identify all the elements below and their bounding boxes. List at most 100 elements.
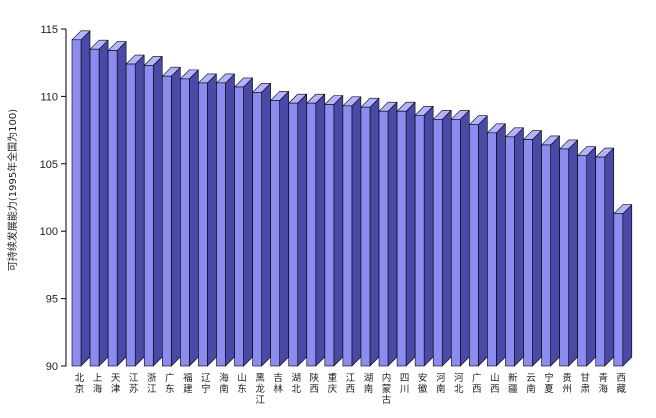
x-tick-label: 安徽 (418, 372, 428, 395)
bar-front (396, 110, 407, 367)
bar (342, 96, 362, 367)
x-axis-labels: 北京上海天津江苏浙江广东福建辽宁海南山东黑龙江吉林湖北陕西重庆江西湖南内蒙古四川… (75, 372, 627, 406)
bar-front (469, 124, 479, 367)
x-tick-label: 西藏 (617, 373, 627, 395)
x-tick-label: 内蒙古 (382, 372, 392, 406)
bar (469, 115, 488, 367)
x-tick-label: 青海 (598, 372, 608, 395)
x-tick-label: 湖北 (291, 373, 301, 395)
bar (523, 130, 542, 367)
bar-front (180, 78, 190, 367)
x-tick-label: 新疆 (508, 372, 518, 395)
bar (216, 73, 235, 367)
bar (487, 123, 506, 367)
x-tick-label: 江西 (346, 373, 356, 395)
x-tick-label: 宁夏 (544, 372, 554, 395)
bar (270, 91, 289, 367)
bar (180, 69, 199, 367)
bar-front (505, 136, 515, 367)
bar (378, 101, 398, 367)
bar-side (514, 127, 524, 367)
x-tick-label: 辽宁 (201, 372, 211, 395)
bar-front (216, 82, 226, 367)
bar-side (152, 56, 163, 367)
bar (89, 39, 109, 367)
y-tick-label: 100 (40, 226, 58, 238)
bar-side (225, 73, 235, 367)
bar-front (541, 144, 551, 367)
bar-front (342, 105, 353, 367)
bar-side (532, 130, 542, 367)
bar-side (351, 96, 362, 367)
bar-front (595, 156, 606, 367)
bar-front (306, 102, 317, 367)
y-tick-label: 115 (40, 24, 58, 36)
x-tick-label: 四川 (400, 373, 410, 395)
bar-side (568, 139, 578, 367)
bar-side (550, 135, 560, 367)
bar (360, 97, 380, 367)
bar (162, 66, 181, 367)
bar-side (496, 123, 506, 367)
bar (234, 77, 253, 367)
bar-front (198, 82, 208, 367)
bar-side (207, 73, 217, 367)
x-tick-label: 黑龙江 (255, 373, 265, 406)
bar-front (107, 50, 118, 367)
bar-front (559, 148, 569, 367)
bar (306, 93, 326, 367)
bar-front (143, 65, 154, 367)
bar (396, 101, 416, 367)
y-axis: 90 95 100 105 110 115 (40, 24, 67, 373)
bar (414, 105, 434, 367)
bar-side (189, 69, 199, 367)
bar-side (478, 115, 488, 367)
bar-side (586, 146, 596, 367)
x-tick-label: 天津 (111, 373, 121, 395)
x-tick-label: 广东 (165, 372, 175, 395)
bar-front (125, 63, 136, 367)
bar-side (171, 66, 181, 367)
bar-side (387, 101, 398, 367)
bar-front (613, 213, 624, 367)
bar-front (71, 39, 82, 367)
bar-side (116, 41, 127, 367)
bar-side (98, 39, 109, 367)
bar (125, 54, 145, 367)
bar-side (80, 30, 91, 367)
bar-front (234, 86, 244, 367)
bar-front (270, 100, 280, 367)
x-tick-label: 陕西 (310, 372, 320, 395)
bar-side (315, 93, 326, 367)
y-axis-title: 可持续发展能力(1995年全国为100) (6, 109, 19, 271)
bar-side (134, 54, 145, 367)
bar (541, 135, 560, 367)
bar-side (405, 101, 416, 367)
bar (252, 83, 271, 367)
x-tick-label: 海南 (219, 372, 229, 395)
x-tick-label: 上海 (93, 373, 103, 395)
bar (505, 127, 524, 367)
bar-front (162, 75, 172, 367)
bar-side (459, 110, 470, 367)
bar-side (622, 204, 633, 367)
x-tick-label: 吉林 (273, 373, 283, 395)
x-tick-label: 重庆 (328, 372, 338, 395)
bar-front (288, 102, 299, 367)
bar-front (252, 92, 262, 367)
bar-side (369, 97, 380, 367)
x-tick-label: 贵州 (562, 372, 572, 395)
bar (71, 30, 91, 367)
bar (577, 146, 596, 367)
bar-front (577, 155, 587, 367)
bar-side (604, 147, 615, 367)
bar (288, 93, 308, 367)
bar (450, 110, 470, 367)
bar (595, 147, 615, 367)
x-tick-label: 广西 (472, 372, 482, 395)
y-tick-label: 95 (46, 294, 58, 306)
x-tick-label: 甘肃 (580, 372, 590, 395)
bar-front (432, 119, 443, 367)
bar-front (89, 48, 100, 367)
